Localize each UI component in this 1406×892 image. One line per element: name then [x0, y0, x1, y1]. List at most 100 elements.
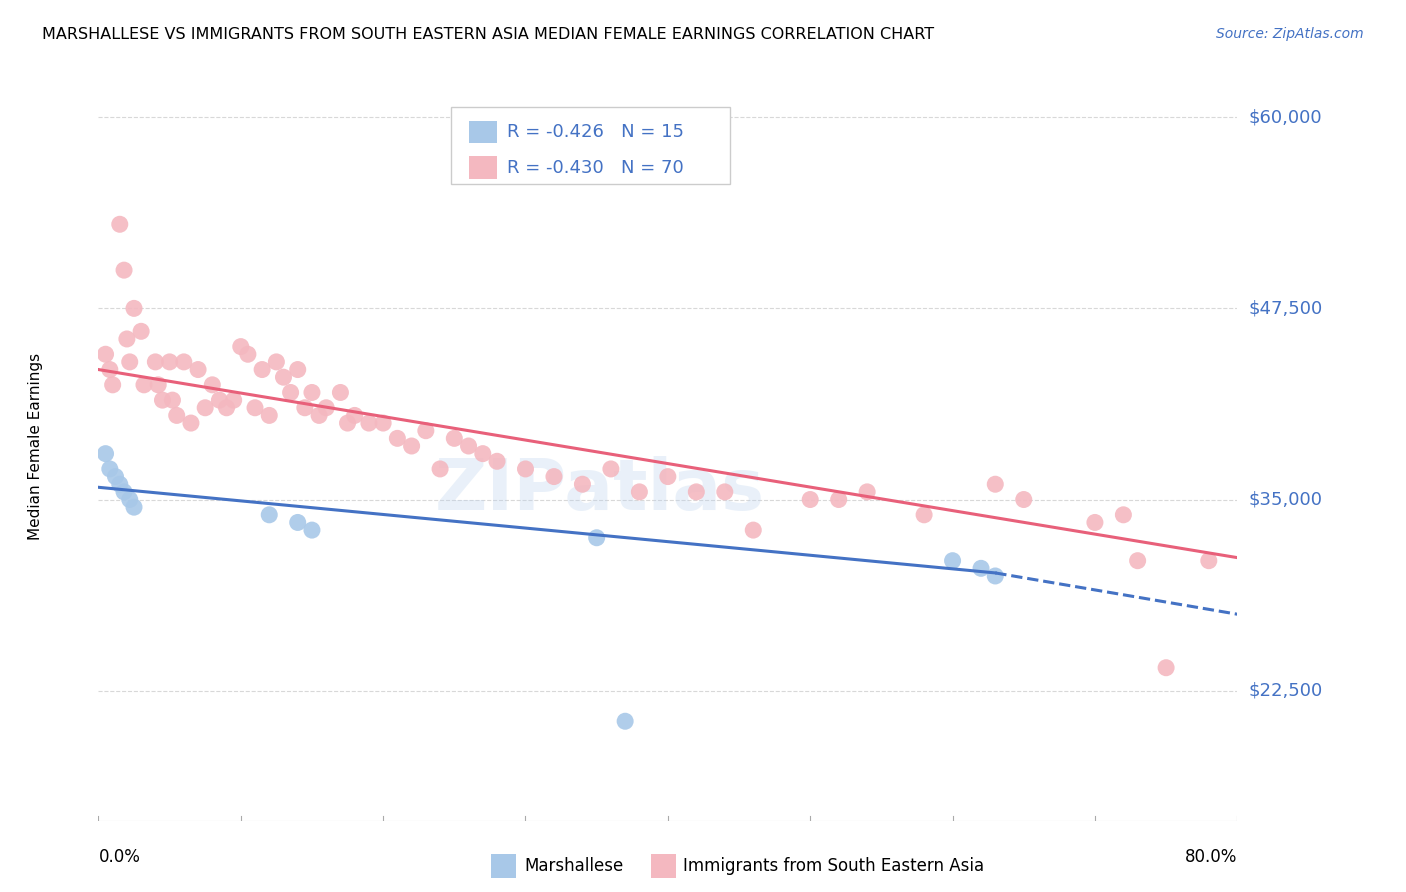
Point	[180, 416, 202, 430]
Point	[984, 569, 1007, 583]
Point	[122, 301, 145, 316]
Point	[401, 439, 423, 453]
Text: R = -0.430   N = 70: R = -0.430 N = 70	[508, 159, 685, 177]
Point	[250, 362, 273, 376]
Point	[162, 393, 184, 408]
Point	[600, 462, 623, 476]
Point	[145, 355, 167, 369]
Point	[1084, 516, 1107, 530]
FancyBboxPatch shape	[451, 107, 731, 184]
Point	[301, 385, 323, 400]
Point	[336, 416, 359, 430]
Point	[714, 484, 737, 499]
FancyBboxPatch shape	[468, 120, 498, 143]
Point	[159, 355, 181, 369]
Point	[373, 416, 395, 430]
Point	[173, 355, 195, 369]
Point	[287, 362, 309, 376]
Point	[543, 469, 565, 483]
Point	[148, 377, 170, 392]
Text: ZIPatlas: ZIPatlas	[434, 457, 765, 525]
Point	[471, 447, 494, 461]
Point	[108, 217, 131, 231]
Point	[118, 355, 141, 369]
Point	[118, 492, 141, 507]
Text: Median Female Earnings: Median Female Earnings	[28, 352, 44, 540]
Point	[259, 409, 281, 423]
Text: 0.0%: 0.0%	[98, 848, 141, 866]
Point	[301, 523, 323, 537]
Text: MARSHALLESE VS IMMIGRANTS FROM SOUTH EASTERN ASIA MEDIAN FEMALE EARNINGS CORRELA: MARSHALLESE VS IMMIGRANTS FROM SOUTH EAS…	[42, 27, 935, 42]
Text: $35,000: $35,000	[1249, 491, 1323, 508]
Point	[98, 362, 121, 376]
Point	[343, 409, 366, 423]
Point	[222, 393, 245, 408]
Point	[166, 409, 188, 423]
Point	[685, 484, 707, 499]
Point	[308, 409, 330, 423]
Point	[266, 355, 288, 369]
Point	[187, 362, 209, 376]
Point	[194, 401, 217, 415]
Text: Source: ZipAtlas.com: Source: ZipAtlas.com	[1216, 27, 1364, 41]
Point	[104, 469, 127, 483]
FancyBboxPatch shape	[491, 854, 516, 878]
Point	[94, 447, 117, 461]
Point	[942, 554, 965, 568]
Point	[329, 385, 352, 400]
Text: $60,000: $60,000	[1249, 108, 1322, 127]
Point	[132, 377, 155, 392]
Point	[628, 484, 651, 499]
Point	[1198, 554, 1220, 568]
Point	[1012, 492, 1035, 507]
Text: $47,500: $47,500	[1249, 300, 1323, 318]
Point	[129, 324, 152, 338]
Point	[280, 385, 302, 400]
Point	[1154, 661, 1177, 675]
Point	[657, 469, 679, 483]
Point	[259, 508, 281, 522]
Point	[315, 401, 337, 415]
Point	[742, 523, 765, 537]
Point	[287, 516, 309, 530]
Point	[1126, 554, 1149, 568]
Point	[101, 377, 124, 392]
Point	[112, 484, 135, 499]
Point	[912, 508, 935, 522]
Point	[115, 332, 138, 346]
Point	[486, 454, 509, 468]
Point	[984, 477, 1007, 491]
Point	[208, 393, 231, 408]
Point	[294, 401, 316, 415]
Text: Marshallese: Marshallese	[524, 856, 624, 874]
Text: $22,500: $22,500	[1249, 681, 1323, 699]
Point	[457, 439, 479, 453]
Point	[1112, 508, 1135, 522]
Point	[236, 347, 259, 361]
Point	[152, 393, 174, 408]
Point	[122, 500, 145, 515]
Point	[415, 424, 437, 438]
Point	[94, 347, 117, 361]
Point	[215, 401, 238, 415]
Point	[229, 340, 252, 354]
Point	[112, 263, 135, 277]
Point	[856, 484, 879, 499]
Point	[201, 377, 224, 392]
FancyBboxPatch shape	[651, 854, 676, 878]
Point	[970, 561, 993, 575]
Point	[357, 416, 380, 430]
Text: 80.0%: 80.0%	[1185, 848, 1237, 866]
Point	[614, 714, 637, 729]
Point	[273, 370, 295, 384]
Point	[429, 462, 451, 476]
Point	[243, 401, 266, 415]
Point	[443, 431, 465, 445]
Point	[585, 531, 607, 545]
Text: R = -0.426   N = 15: R = -0.426 N = 15	[508, 123, 685, 141]
Point	[98, 462, 121, 476]
Point	[108, 477, 131, 491]
Point	[571, 477, 593, 491]
Point	[828, 492, 851, 507]
Text: Immigrants from South Eastern Asia: Immigrants from South Eastern Asia	[683, 856, 984, 874]
